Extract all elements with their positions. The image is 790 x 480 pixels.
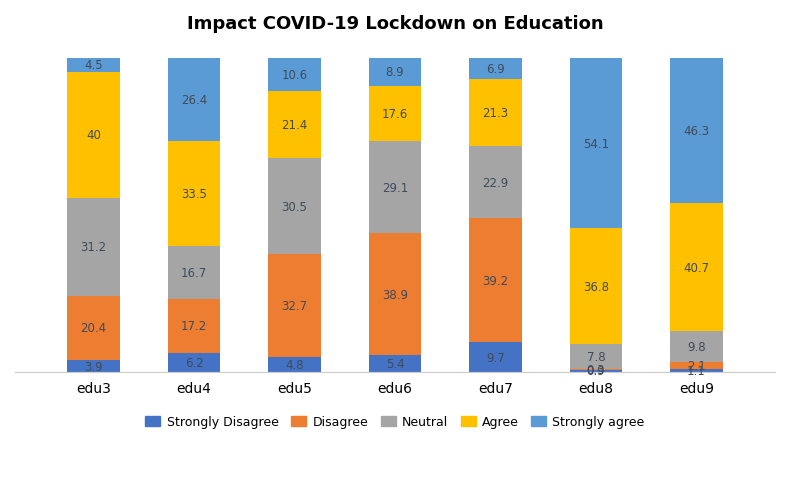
Text: 0.3: 0.3	[587, 363, 605, 376]
Text: 22.9: 22.9	[483, 177, 509, 190]
Bar	[168, 142, 220, 247]
Bar	[269, 159, 321, 255]
Bar	[369, 356, 421, 372]
Text: 54.1: 54.1	[583, 137, 609, 150]
Text: 7.8: 7.8	[587, 350, 605, 363]
Text: 17.2: 17.2	[181, 320, 207, 333]
Text: 8.9: 8.9	[386, 66, 404, 79]
Text: 21.3: 21.3	[483, 107, 509, 120]
Text: 26.4: 26.4	[181, 94, 207, 107]
Text: 17.6: 17.6	[382, 108, 408, 121]
Text: 29.1: 29.1	[382, 181, 408, 194]
Text: 46.3: 46.3	[683, 125, 709, 138]
Bar	[168, 247, 220, 299]
Text: 10.6: 10.6	[281, 69, 307, 82]
Text: 6.2: 6.2	[185, 356, 203, 369]
Bar	[570, 229, 622, 344]
Bar	[570, 369, 622, 370]
Text: 16.7: 16.7	[181, 266, 207, 279]
Text: 30.5: 30.5	[281, 201, 307, 214]
Text: 20.4: 20.4	[81, 322, 107, 335]
Text: 21.4: 21.4	[281, 119, 307, 132]
Bar	[369, 233, 421, 356]
Text: 0.9: 0.9	[587, 365, 605, 378]
Text: 6.9: 6.9	[486, 63, 505, 76]
Bar	[570, 370, 622, 372]
Bar	[168, 353, 220, 372]
Bar	[369, 142, 421, 233]
Text: 39.2: 39.2	[483, 274, 509, 287]
Bar	[369, 59, 421, 87]
Text: 9.8: 9.8	[687, 341, 705, 354]
Text: 31.2: 31.2	[81, 241, 107, 254]
Bar	[269, 358, 321, 372]
Bar	[469, 219, 521, 342]
Text: 40: 40	[86, 129, 101, 142]
Text: 32.7: 32.7	[281, 300, 307, 312]
Bar	[469, 342, 521, 372]
Bar	[67, 59, 119, 72]
Bar	[67, 198, 119, 296]
Bar	[67, 296, 119, 360]
Bar	[671, 204, 723, 332]
Bar	[67, 360, 119, 372]
Text: 38.9: 38.9	[382, 288, 408, 301]
Legend: Strongly Disagree, Disagree, Neutral, Agree, Strongly agree: Strongly Disagree, Disagree, Neutral, Ag…	[141, 412, 649, 432]
Bar	[671, 59, 723, 204]
Title: Impact COVID-19 Lockdown on Education: Impact COVID-19 Lockdown on Education	[186, 15, 604, 33]
Bar	[671, 332, 723, 362]
Bar	[269, 92, 321, 159]
Bar	[67, 72, 119, 198]
Text: 9.7: 9.7	[486, 351, 505, 364]
Bar	[671, 362, 723, 369]
Bar	[269, 59, 321, 92]
Text: 33.5: 33.5	[181, 188, 207, 201]
Bar	[168, 59, 220, 142]
Text: 2.1: 2.1	[687, 360, 705, 372]
Bar	[269, 255, 321, 358]
Bar	[671, 369, 723, 372]
Text: 1.1: 1.1	[687, 364, 705, 377]
Bar	[469, 147, 521, 219]
Bar	[168, 299, 220, 353]
Text: 3.9: 3.9	[85, 360, 103, 373]
Text: 40.7: 40.7	[683, 261, 709, 274]
Text: 4.8: 4.8	[285, 359, 304, 372]
Bar	[469, 80, 521, 147]
Bar	[570, 344, 622, 369]
Bar	[469, 59, 521, 80]
Text: 5.4: 5.4	[386, 358, 404, 371]
Bar	[570, 59, 622, 229]
Text: 4.5: 4.5	[85, 59, 103, 72]
Text: 36.8: 36.8	[583, 280, 609, 293]
Bar	[369, 87, 421, 142]
